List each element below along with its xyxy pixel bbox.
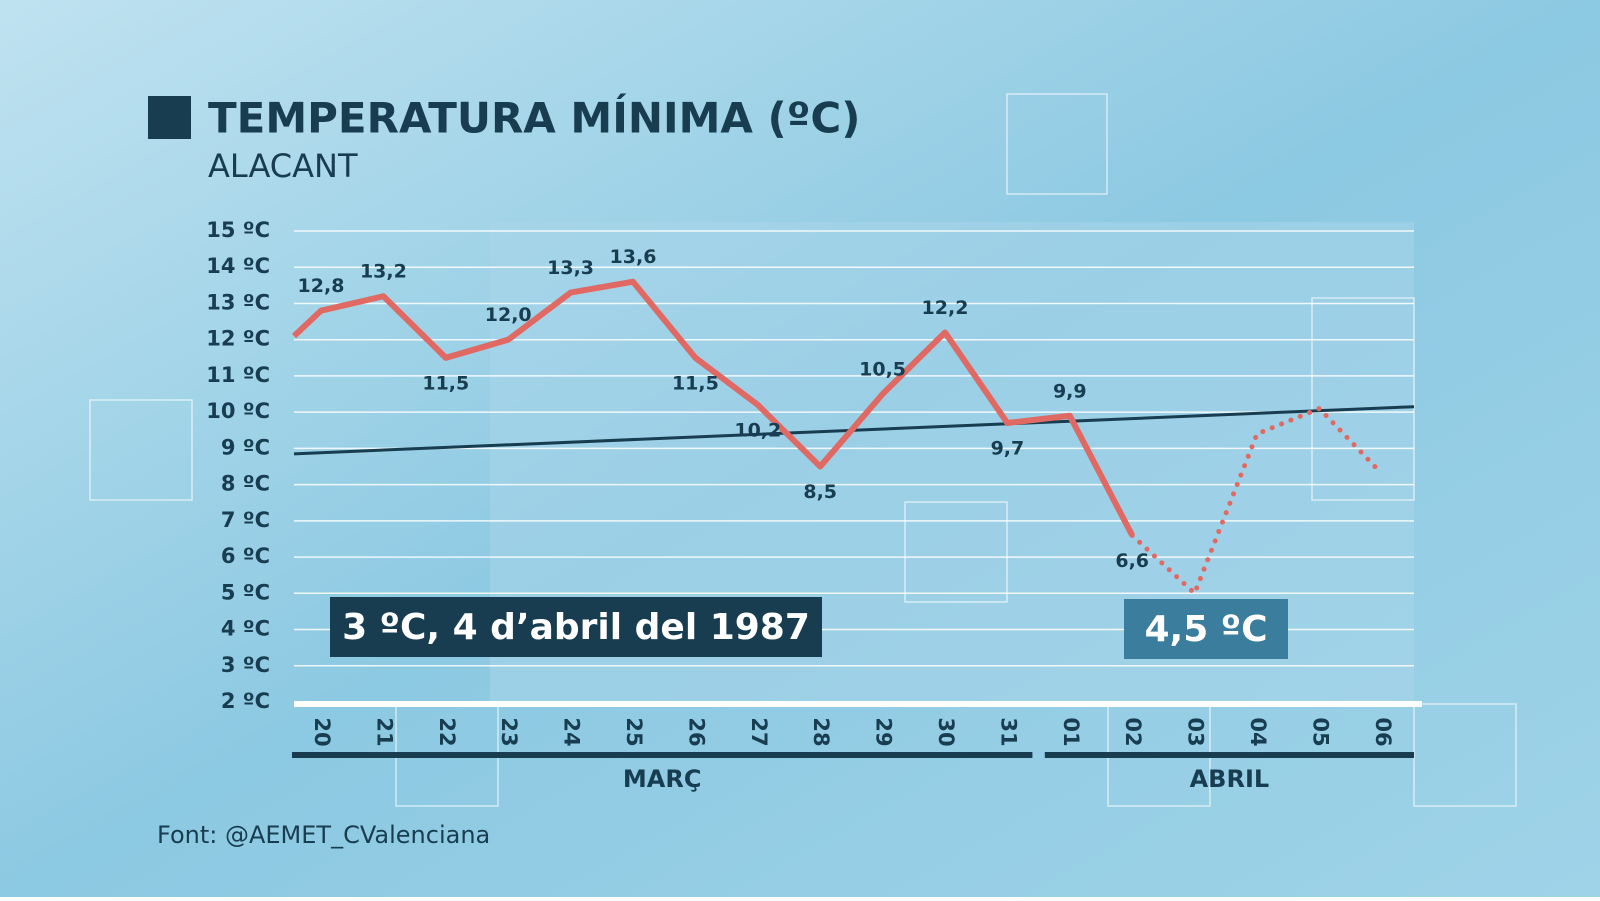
x-tick-label: 21 bbox=[372, 717, 396, 746]
x-tick-label: 31 bbox=[996, 717, 1020, 746]
chart-subtitle: ALACANT bbox=[208, 147, 358, 185]
x-tick-label: 27 bbox=[747, 717, 771, 746]
y-tick-label: 8 ºC bbox=[221, 472, 270, 496]
x-tick-group: 25 bbox=[622, 717, 646, 746]
value-label: 12,8 bbox=[298, 275, 345, 297]
x-tick-label: 06 bbox=[1371, 717, 1395, 746]
value-label: 11,5 bbox=[672, 372, 719, 394]
annotation-box bbox=[330, 597, 822, 657]
chart-title: TEMPERATURA MÍNIMA (ºC) bbox=[208, 93, 860, 143]
x-tick-group: 05 bbox=[1308, 717, 1332, 746]
annotation-box bbox=[1124, 599, 1288, 659]
x-tick-group: 20 bbox=[310, 717, 334, 746]
x-tick-group: 28 bbox=[809, 717, 833, 746]
x-tick-label: 02 bbox=[1121, 717, 1145, 746]
x-tick-label: 29 bbox=[872, 717, 896, 746]
value-label: 9,9 bbox=[1053, 380, 1087, 402]
x-tick-label: 28 bbox=[809, 717, 833, 746]
title-swatch bbox=[148, 96, 191, 139]
x-tick-group: 29 bbox=[872, 717, 896, 746]
x-tick-label: 05 bbox=[1308, 717, 1332, 746]
x-tick-label: 20 bbox=[310, 717, 334, 746]
x-tick-group: 03 bbox=[1184, 717, 1208, 746]
x-tick-group: 21 bbox=[372, 717, 396, 746]
x-tick-group: 04 bbox=[1246, 717, 1270, 746]
x-tick-group: 02 bbox=[1121, 717, 1145, 746]
y-tick-label: 4 ºC bbox=[221, 617, 270, 641]
value-label: 8,5 bbox=[803, 481, 837, 503]
y-tick-label: 2 ºC bbox=[221, 689, 270, 713]
value-label: 11,5 bbox=[422, 372, 469, 394]
value-label: 10,2 bbox=[734, 419, 781, 441]
x-tick-group: 27 bbox=[747, 717, 771, 746]
y-tick-label: 14 ºC bbox=[206, 254, 270, 278]
y-tick-label: 15 ºC bbox=[206, 218, 270, 242]
y-tick-label: 13 ºC bbox=[206, 290, 270, 314]
month-label: MARÇ bbox=[623, 765, 702, 793]
value-label: 13,3 bbox=[547, 257, 594, 279]
x-tick-group: 31 bbox=[996, 717, 1020, 746]
value-label: 9,7 bbox=[991, 438, 1025, 460]
value-label: 13,2 bbox=[360, 261, 407, 283]
x-tick-label: 23 bbox=[497, 717, 521, 746]
x-tick-group: 23 bbox=[497, 717, 521, 746]
y-tick-label: 10 ºC bbox=[206, 399, 270, 423]
value-label: 12,2 bbox=[922, 297, 969, 319]
x-tick-label: 03 bbox=[1184, 717, 1208, 746]
x-tick-label: 01 bbox=[1059, 717, 1083, 746]
annotation: 4,5 ºC bbox=[1144, 609, 1267, 650]
y-tick-label: 6 ºC bbox=[221, 544, 270, 568]
y-tick-label: 11 ºC bbox=[206, 363, 270, 387]
x-tick-label: 04 bbox=[1246, 717, 1270, 746]
source: Font: @AEMET_CValenciana bbox=[157, 821, 490, 849]
x-tick-label: 25 bbox=[622, 717, 646, 746]
series-line bbox=[291, 278, 1135, 537]
x-tick-label: 24 bbox=[560, 717, 584, 746]
value-label: 6,6 bbox=[1115, 550, 1149, 572]
x-tick-group: 24 bbox=[560, 717, 584, 746]
value-label: 12,0 bbox=[485, 304, 532, 326]
x-tick-group: 22 bbox=[435, 717, 459, 746]
y-tick-label: 3 ºC bbox=[221, 653, 270, 677]
x-tick-group: 06 bbox=[1371, 717, 1395, 746]
y-tick-label: 7 ºC bbox=[221, 508, 270, 532]
x-tick-group: 26 bbox=[684, 717, 708, 746]
series-line bbox=[1129, 406, 1385, 596]
y-tick-label: 5 ºC bbox=[221, 580, 270, 604]
y-tick-label: 12 ºC bbox=[206, 327, 270, 351]
value-label: 13,6 bbox=[610, 246, 657, 268]
x-tick-group: 30 bbox=[934, 717, 958, 746]
x-tick-label: 30 bbox=[934, 717, 958, 746]
annotation: 3 ºC, 4 d’abril del 1987 bbox=[342, 607, 810, 648]
x-tick-group: 01 bbox=[1059, 717, 1083, 746]
y-tick-label: 9 ºC bbox=[221, 435, 270, 459]
value-label: 10,5 bbox=[859, 359, 906, 381]
x-tick-label: 22 bbox=[435, 717, 459, 746]
month-label: ABRIL bbox=[1190, 765, 1270, 793]
x-tick-label: 26 bbox=[684, 717, 708, 746]
